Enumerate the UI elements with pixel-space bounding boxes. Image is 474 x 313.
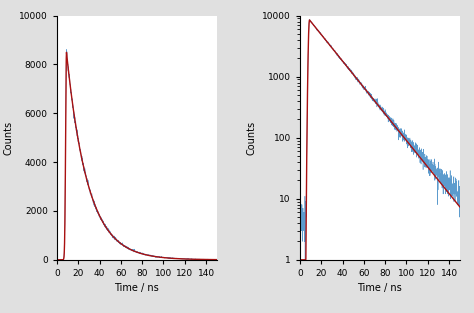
Y-axis label: Counts: Counts [246, 121, 256, 155]
Y-axis label: Counts: Counts [3, 121, 14, 155]
X-axis label: Time / ns: Time / ns [114, 283, 159, 293]
X-axis label: Time / ns: Time / ns [357, 283, 402, 293]
